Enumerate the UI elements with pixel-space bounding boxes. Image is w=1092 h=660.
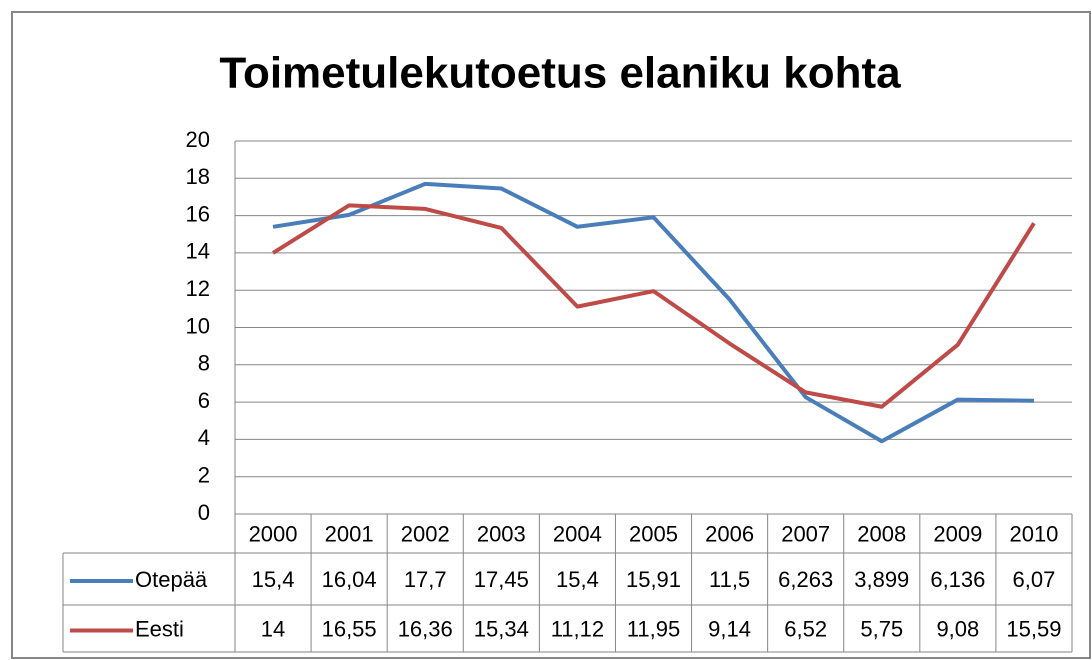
x-tick-label: 2000	[249, 521, 298, 546]
x-tick-label: 2001	[325, 521, 374, 546]
table-value: 15,59	[1006, 616, 1061, 641]
y-tick-label: 20	[186, 127, 210, 152]
line-series	[271, 203, 1036, 409]
table-value: 15,4	[556, 567, 599, 592]
x-tick-label: 2002	[401, 521, 450, 546]
x-tick-label: 2005	[629, 521, 678, 546]
legend-label: Otepää	[135, 567, 208, 592]
x-tick-label: 2006	[705, 521, 754, 546]
table-value: 5,75	[860, 616, 903, 641]
table-value: 17,7	[404, 567, 447, 592]
y-tick-label: 10	[186, 313, 210, 338]
x-tick-label: 2007	[781, 521, 830, 546]
table-value: 15,91	[626, 567, 681, 592]
x-tick-label: 2003	[477, 521, 526, 546]
y-tick-label: 2	[198, 463, 210, 488]
y-tick-label: 6	[198, 388, 210, 413]
table-value: 11,95	[627, 616, 680, 641]
table-value: 16,36	[398, 616, 453, 641]
chart-title: Toimetulekutoetus elaniku kohta	[219, 49, 901, 98]
x-tick-label: 2008	[857, 521, 906, 546]
table-value: 6,136	[930, 567, 985, 592]
table-value: 15,4	[252, 567, 295, 592]
table-value: 11,12	[551, 616, 604, 641]
legend-label: Eesti	[135, 616, 184, 641]
y-tick-label: 8	[198, 351, 210, 376]
table-value: 16,04	[322, 567, 377, 592]
table-value: 6,263	[778, 567, 833, 592]
table-value: 9,08	[936, 616, 979, 641]
table-value: 9,14	[708, 616, 751, 641]
y-tick-label: 12	[186, 276, 210, 301]
table-value: 3,899	[854, 567, 909, 592]
table-value: 14	[261, 616, 285, 641]
chart-frame	[11, 11, 1091, 659]
x-tick-label: 2009	[933, 521, 982, 546]
y-tick-label: 18	[186, 164, 210, 189]
table-value: 15,34	[474, 616, 529, 641]
line-series	[272, 181, 1034, 444]
table-value: 11,5	[709, 567, 750, 592]
table-value: 6,52	[784, 616, 827, 641]
table-value: 17,45	[474, 567, 529, 592]
y-tick-label: 14	[186, 239, 210, 264]
y-tick-label: 4	[198, 425, 210, 450]
x-tick-label: 2010	[1009, 521, 1058, 546]
table-value: 6,07	[1013, 567, 1056, 592]
y-tick-label: 16	[186, 201, 210, 226]
y-tick-label: 0	[198, 500, 210, 525]
x-tick-label: 2004	[553, 521, 602, 546]
table-value: 16,55	[322, 616, 377, 641]
